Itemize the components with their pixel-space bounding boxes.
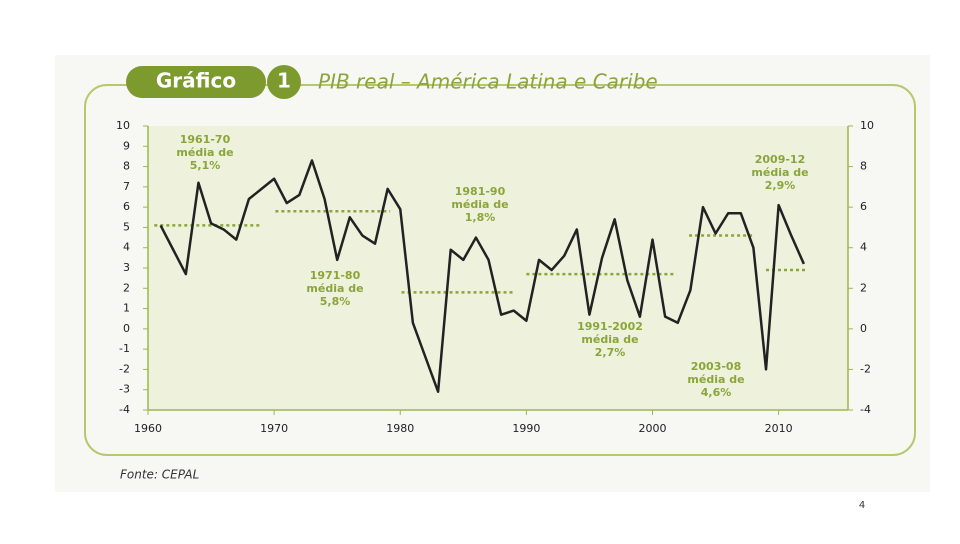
average-annotation: média de <box>176 146 233 159</box>
average-annotation: média de <box>451 198 508 211</box>
x-tick-label: 1990 <box>512 422 540 435</box>
figure-number-badge <box>267 65 301 99</box>
y2-tick-label: 0 <box>860 322 867 335</box>
average-annotation: 1971-80 <box>310 269 361 282</box>
average-annotation: média de <box>751 166 808 179</box>
y-tick-label: -2 <box>119 362 130 375</box>
average-annotation: 5,1% <box>190 159 221 172</box>
average-annotation: média de <box>581 333 638 346</box>
average-annotation: 1991-2002 <box>577 320 643 333</box>
y-tick-label: 4 <box>123 241 130 254</box>
average-annotation: média de <box>306 282 363 295</box>
average-annotation: 2,9% <box>765 179 796 192</box>
y-tick-label: 3 <box>123 261 130 274</box>
y-tick-label: 8 <box>123 160 130 173</box>
chart-title: PIB real – América Latina e Caribe <box>318 70 658 94</box>
figure-frame <box>84 84 916 456</box>
x-tick-label: 1970 <box>260 422 288 435</box>
plot-area <box>148 126 848 410</box>
y2-tick-label: -4 <box>860 403 871 416</box>
y2-tick-label: 8 <box>860 160 867 173</box>
y2-tick-label: -2 <box>860 362 871 375</box>
average-annotation: 2003-08 <box>691 360 742 373</box>
average-annotation: 4,6% <box>701 386 732 399</box>
average-annotation: 5,8% <box>320 295 351 308</box>
average-annotation: 1,8% <box>465 211 496 224</box>
average-annotation: 1981-90 <box>455 185 506 198</box>
x-tick-label: 2000 <box>639 422 667 435</box>
y-tick-label: 1 <box>123 302 130 315</box>
figure-number: 1 <box>277 69 291 93</box>
series-line <box>159 159 805 393</box>
x-tick-label: 1960 <box>134 422 162 435</box>
average-annotation: 1961-70 <box>180 133 231 146</box>
y-tick-label: 0 <box>123 322 130 335</box>
average-annotation: média de <box>687 373 744 386</box>
page-number: 4 <box>859 500 865 511</box>
x-tick-label: 1980 <box>386 422 414 435</box>
y2-tick-label: 2 <box>860 281 867 294</box>
x-tick-label: 2010 <box>765 422 793 435</box>
y-tick-label: 9 <box>123 139 130 152</box>
y-tick-label: -1 <box>119 342 130 355</box>
average-annotation: 2009-12 <box>755 153 806 166</box>
y-tick-label: 6 <box>123 200 130 213</box>
average-annotation: 2,7% <box>595 346 626 359</box>
y2-tick-label: 10 <box>860 119 874 132</box>
y-tick-label: 7 <box>123 180 130 193</box>
y-tick-label: -4 <box>119 403 130 416</box>
y-tick-label: 5 <box>123 220 130 233</box>
source: Fonte: CEPAL <box>120 468 199 482</box>
y-tick-label: 10 <box>116 119 130 132</box>
figure-label: Gráfico <box>156 69 236 93</box>
y2-tick-label: 4 <box>860 241 867 254</box>
y2-tick-label: 6 <box>860 200 867 213</box>
y-tick-label: 2 <box>123 281 130 294</box>
figure-label-pill <box>126 66 266 98</box>
y-tick-label: -3 <box>119 383 130 396</box>
